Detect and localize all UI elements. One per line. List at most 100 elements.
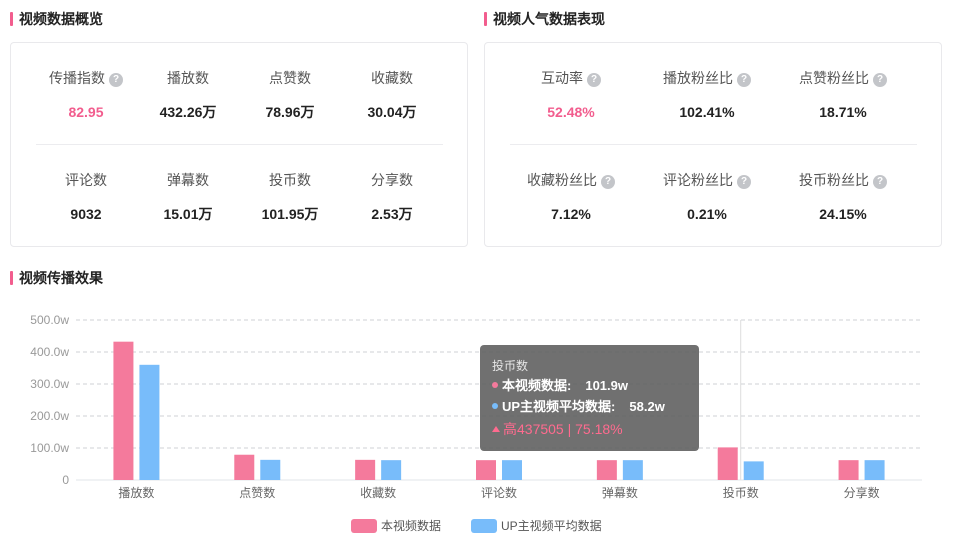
y-tick-label: 100.0w xyxy=(30,441,69,455)
bar-up-average xyxy=(502,460,522,480)
help-icon[interactable]: ? xyxy=(737,73,751,87)
metric-value: 102.41% xyxy=(679,104,735,120)
overview-metric: 传播指数? 82.95 xyxy=(31,69,141,121)
popularity-card xyxy=(484,42,942,247)
metric-label-text: 互动率 xyxy=(541,70,583,86)
overview-divider xyxy=(36,144,443,145)
help-icon[interactable]: ? xyxy=(873,73,887,87)
chart-legend: 本视频数据 UP主视频平均数据 xyxy=(0,517,953,535)
metric-label: 投币数 xyxy=(235,171,345,189)
metric-value: 2.53万 xyxy=(371,206,413,222)
popularity-metric: 播放粉丝比? 102.41% xyxy=(652,69,762,121)
metric-label-text: 评论数 xyxy=(65,172,107,188)
metric-value: 432.26万 xyxy=(159,104,217,120)
metric-value: 0.21% xyxy=(687,206,727,222)
x-category-label: 分享数 xyxy=(844,485,880,500)
metric-label: 播放数 xyxy=(133,69,243,87)
metric-label-text: 分享数 xyxy=(371,172,413,188)
tooltip-diff: 高437505 | 75.18% xyxy=(492,421,687,437)
metric-label: 收藏数 xyxy=(337,69,447,87)
bar-up-average xyxy=(260,459,281,480)
popularity-metric: 点赞粉丝比? 18.71% xyxy=(788,69,898,121)
metric-label-text: 投币粉丝比 xyxy=(799,172,869,188)
metric-label: 点赞数 xyxy=(235,69,345,87)
x-category-label: 播放数 xyxy=(118,485,154,500)
popularity-metric: 投币粉丝比? 24.15% xyxy=(788,171,898,223)
tooltip-dot-this-video xyxy=(492,382,498,388)
legend-label-up-average: UP主视频平均数据 xyxy=(501,519,602,533)
metric-label-text: 收藏粉丝比 xyxy=(527,172,597,188)
metric-label-text: 播放数 xyxy=(167,70,209,86)
help-icon[interactable]: ? xyxy=(587,73,601,87)
popularity-metric: 评论粉丝比? 0.21% xyxy=(652,171,762,223)
metric-label-text: 评论粉丝比 xyxy=(663,172,733,188)
y-tick-label: 300.0w xyxy=(30,377,69,391)
x-category-label: 弹幕数 xyxy=(602,485,638,500)
tooltip-title: 投币数 xyxy=(492,359,529,373)
metric-value: 24.15% xyxy=(819,206,867,222)
metric-label: 互动率? xyxy=(516,69,626,87)
bar-this-video xyxy=(113,341,134,480)
y-tick-label: 200.0w xyxy=(30,409,69,423)
y-tick-label: 500.0w xyxy=(30,313,69,327)
bar-this-video xyxy=(355,459,376,480)
metric-value: 7.12% xyxy=(551,206,591,222)
metric-value: 101.95万 xyxy=(261,206,319,222)
metric-value: 18.71% xyxy=(819,104,867,120)
spread-bar-chart: 0 100.0w 200.0w 300.0w 400.0w 500.0w 播放数 点赞数 收藏数… xyxy=(30,313,922,500)
bar-up-average xyxy=(139,364,160,480)
up-arrow-icon xyxy=(492,426,500,432)
tooltip-row-up-average: UP主视频平均数据: 58.2w xyxy=(492,399,687,415)
tooltip-label-up-average: UP主视频平均数据: xyxy=(502,399,616,414)
metric-label: 投币粉丝比? xyxy=(788,171,898,189)
tooltip-value-this-video: 101.9w xyxy=(585,378,628,393)
popularity-metric: 互动率? 52.48% xyxy=(516,69,626,121)
help-icon[interactable]: ? xyxy=(873,175,887,189)
bar-up-average xyxy=(622,460,643,480)
metric-value: 9032 xyxy=(70,206,102,222)
metric-label: 点赞粉丝比? xyxy=(788,69,898,87)
help-icon[interactable]: ? xyxy=(601,175,615,189)
legend-item-up-average[interactable]: UP主视频平均数据 xyxy=(471,517,602,535)
tooltip-value-up-average: 58.2w xyxy=(629,399,665,414)
overview-metric: 点赞数 78.96万 xyxy=(235,69,345,121)
metric-label-text: 点赞粉丝比 xyxy=(799,70,869,86)
y-tick-label: 0 xyxy=(62,473,69,487)
metric-label-text: 投币数 xyxy=(269,172,311,188)
bar-this-video xyxy=(234,454,255,480)
metric-label-text: 播放粉丝比 xyxy=(663,70,733,86)
tooltip-label-this-video: 本视频数据: xyxy=(502,378,572,393)
popularity-metric: 收藏粉丝比? 7.12% xyxy=(516,171,626,223)
metric-label-text: 收藏数 xyxy=(371,70,413,86)
overview-metric: 收藏数 30.04万 xyxy=(337,69,447,121)
metric-label: 评论粉丝比? xyxy=(652,171,762,189)
bar-up-average xyxy=(864,460,885,480)
tooltip-diff-text: 高437505 | 75.18% xyxy=(503,421,623,437)
bar-this-video xyxy=(838,460,859,480)
metric-label: 收藏粉丝比? xyxy=(516,171,626,189)
x-category-label: 评论数 xyxy=(481,485,517,500)
metric-label: 播放粉丝比? xyxy=(652,69,762,87)
overview-metric: 播放数 432.26万 xyxy=(133,69,243,121)
metric-label: 评论数 xyxy=(31,171,141,189)
help-icon[interactable]: ? xyxy=(737,175,751,189)
metric-label: 分享数 xyxy=(337,171,447,189)
metric-value: 15.01万 xyxy=(163,206,213,222)
overview-metric: 弹幕数 15.01万 xyxy=(133,171,243,223)
chart-tooltip: 投币数 本视频数据: 101.9w UP主视频平均数据: 58.2w 高437505… xyxy=(480,345,699,451)
legend-label-this-video: 本视频数据 xyxy=(381,519,442,533)
metric-value: 82.95 xyxy=(68,104,104,120)
tooltip-dot-up-average xyxy=(492,403,498,409)
metric-label-text: 点赞数 xyxy=(269,70,311,86)
metric-value: 78.96万 xyxy=(265,104,315,120)
bar-up-average xyxy=(743,461,764,480)
legend-item-this-video[interactable]: 本视频数据 xyxy=(351,517,441,535)
bar-this-video xyxy=(596,460,617,480)
overview-metric: 投币数 101.95万 xyxy=(235,171,345,223)
x-category-label: 收藏数 xyxy=(360,485,396,500)
spread-section-title: 视频传播效果 xyxy=(10,270,103,286)
tooltip-row-this-video: 本视频数据: 101.9w xyxy=(492,378,687,394)
legend-swatch-this-video xyxy=(351,519,377,533)
help-icon[interactable]: ? xyxy=(109,73,123,87)
bar-this-video xyxy=(476,460,496,480)
